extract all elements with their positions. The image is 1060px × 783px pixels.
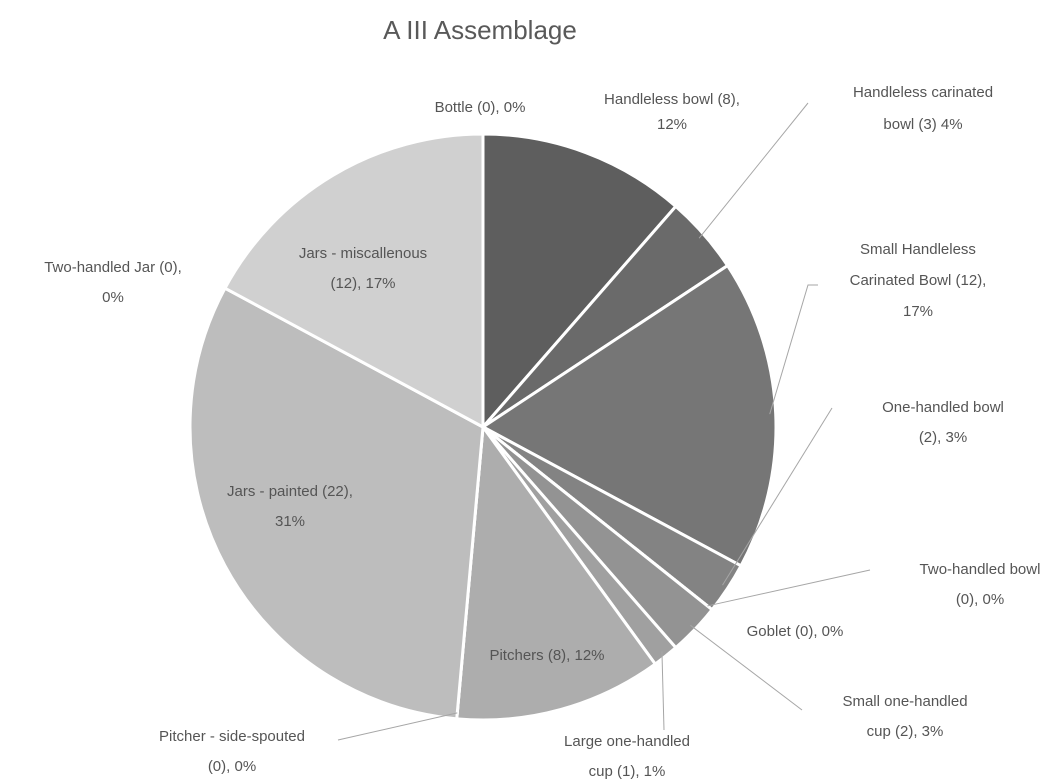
leader-line — [769, 284, 818, 415]
data-label: Handleless bowl (8), — [604, 91, 740, 108]
data-label: (2), 3% — [919, 429, 967, 446]
data-label: Jars - painted (22), — [227, 483, 353, 500]
data-label: Small Handleless — [860, 241, 976, 258]
data-label: Two-handled bowl — [920, 561, 1041, 578]
data-label: bowl (3) 4% — [883, 116, 962, 133]
data-label: Two-handled Jar (0), — [44, 259, 182, 276]
pie-slice — [222, 132, 485, 430]
chart-title: A III Assemblage — [383, 15, 577, 45]
data-label: Bottle (0), 0% — [435, 99, 526, 116]
data-label: Pitchers (8), 12% — [489, 647, 604, 664]
data-label: One-handled bowl — [882, 399, 1004, 416]
pie-slice — [188, 286, 485, 721]
data-label: (0), 0% — [208, 758, 256, 775]
leader-line — [661, 651, 665, 731]
data-label: Small one-handled — [842, 693, 967, 710]
leader-line — [722, 407, 833, 586]
leader-line — [690, 624, 803, 711]
leader-line — [707, 569, 871, 607]
data-label: (12), 17% — [330, 275, 395, 292]
leader-line — [337, 712, 458, 741]
leader-line — [698, 102, 809, 239]
pie-slice — [480, 263, 778, 568]
data-label: Carinated Bowl (12), — [850, 272, 987, 289]
data-label: Large one-handled — [564, 733, 690, 750]
data-label: Handleless carinated — [853, 84, 993, 101]
data-label: cup (1), 1% — [589, 763, 666, 780]
data-label: cup (2), 3% — [867, 723, 944, 740]
data-label: 0% — [102, 289, 124, 306]
data-label: (0), 0% — [956, 591, 1004, 608]
data-label: Jars - miscallenous — [299, 245, 427, 262]
data-label: Pitcher - side-spouted — [159, 728, 305, 745]
data-label: 17% — [903, 303, 933, 320]
data-label: 31% — [275, 513, 305, 530]
pie-slice — [481, 132, 678, 431]
data-label: 12% — [657, 116, 687, 133]
pie-slice — [455, 422, 658, 722]
data-label: Goblet (0), 0% — [747, 623, 844, 640]
